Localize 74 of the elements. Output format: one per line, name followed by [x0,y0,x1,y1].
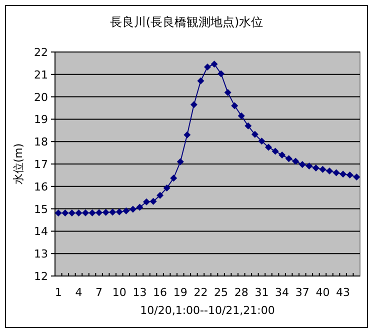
x-tick-label: 22 [194,286,208,299]
x-tick-label: 1 [54,286,62,299]
point [136,204,144,211]
point [218,70,225,78]
point [210,60,218,68]
point [102,208,110,216]
x-axis-title: 10/20,1:00--10/21,21:00 [140,304,275,317]
point [340,170,347,178]
y-tick-label: 20 [34,90,48,104]
chart-title: 長良川(長良橋観測地点)水位 [110,15,264,29]
point [122,207,130,214]
point [319,166,326,173]
x-tick-label: 28 [234,286,248,299]
point [163,184,170,192]
y-tick-label: 13 [34,248,48,261]
x-tick-label: 19 [173,286,188,299]
point [292,158,300,165]
point [231,102,238,110]
point [184,131,191,138]
y-tick-label: 18 [34,136,48,149]
point [258,138,266,145]
x-tick-label: 43 [336,286,350,299]
y-tick-label: 14 [34,225,48,238]
point [68,210,76,217]
x-tick-label: 7 [96,286,103,299]
x-tick-label: 16 [153,286,168,299]
y-tick-label: 12 [34,270,48,283]
x-tick-label: 34 [275,286,290,299]
point [332,169,340,176]
point [298,160,306,168]
point [54,210,62,217]
x-tick-label: 25 [214,286,228,299]
point [326,167,333,174]
point [265,144,272,151]
point [197,77,204,84]
y-tick-label: 21 [34,68,48,82]
point [224,89,232,96]
x-tick-label: 10 [112,286,126,299]
point [278,152,286,159]
x-tick-label: 13 [132,286,147,299]
y-tick-label: 19 [34,113,48,126]
x-tick-label: 31 [254,286,269,299]
point [353,173,360,180]
point [88,209,96,216]
point [346,171,354,178]
point [272,148,279,155]
point [129,206,136,213]
point [170,174,178,182]
point [75,210,82,217]
x-tick-label: 37 [295,286,310,299]
x-tick-label: 4 [75,286,82,299]
point [82,209,89,216]
x-tick-label: 40 [316,286,330,299]
y-axis-title: 水位(m) [12,143,25,185]
point [190,101,198,108]
point [156,192,164,199]
point [306,162,313,170]
point [62,210,69,217]
point [238,112,245,120]
point [251,130,258,138]
point [176,158,184,166]
y-tick-label: 17 [34,158,48,171]
point [150,198,157,205]
point [109,208,116,216]
point [96,209,103,216]
y-tick-label: 15 [34,202,48,216]
y-tick-label: 22 [34,46,48,59]
point [244,122,252,130]
point [285,155,292,162]
y-tick-label: 16 [34,180,48,194]
point [143,198,150,206]
point [116,208,123,216]
point [204,64,211,71]
point [312,164,320,172]
